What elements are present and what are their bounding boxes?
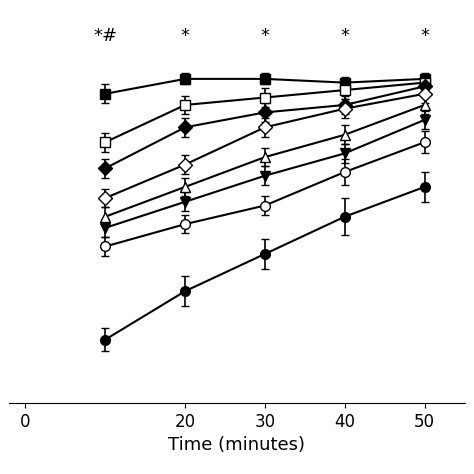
Text: *: * <box>260 27 269 46</box>
X-axis label: Time (minutes): Time (minutes) <box>168 436 306 454</box>
Text: *: * <box>420 27 429 46</box>
Text: *#: *# <box>93 27 118 46</box>
Text: *: * <box>181 27 190 46</box>
Text: *: * <box>340 27 349 46</box>
